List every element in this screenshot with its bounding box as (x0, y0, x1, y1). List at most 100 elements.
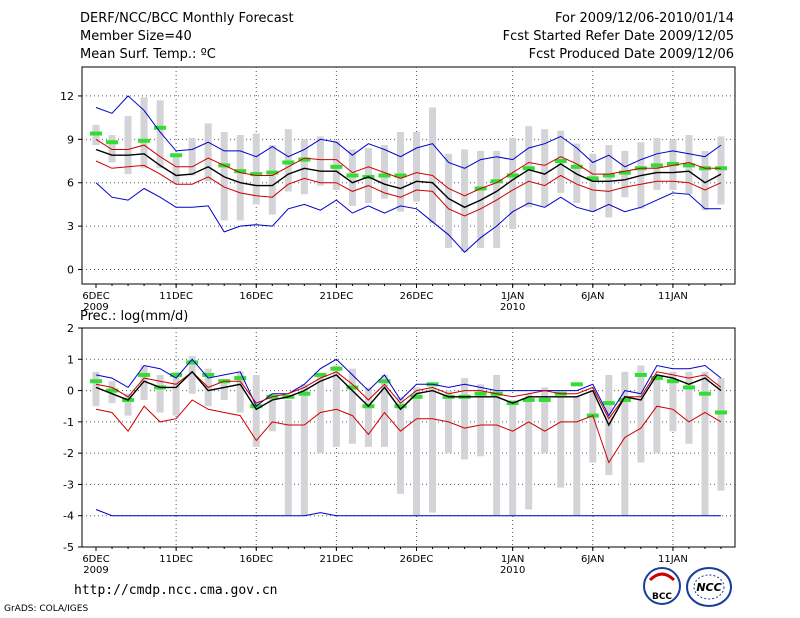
observed-marker (618, 397, 631, 402)
observed-marker (234, 376, 247, 381)
series-line-mean (95, 370, 722, 427)
series-line-min (95, 509, 721, 517)
ensemble-bar (589, 153, 597, 212)
precip-panel-title: Prec.: log(mm/d) (80, 309, 189, 324)
ensemble-bar (252, 374, 260, 447)
ensemble-bar (284, 399, 292, 516)
ensemble-bar (300, 384, 308, 516)
observed-marker (314, 372, 327, 377)
ensemble-bar (188, 356, 196, 394)
ensemble-bar (541, 129, 549, 206)
x-tick-label: 11JAN (658, 554, 688, 565)
ensemble-bar (637, 365, 645, 463)
observed-marker (378, 379, 391, 384)
observed-marker (682, 385, 695, 390)
ensemble-bar (188, 137, 196, 176)
variable-label: Mean Surf. Temp.: ºC (80, 47, 216, 62)
ensemble-bar (589, 390, 597, 463)
y-tick-label: 1 (67, 353, 74, 366)
x-tick-label: 21DEC (320, 554, 354, 565)
series-line-max (95, 358, 722, 417)
ensemble-bar (156, 100, 164, 169)
x-tick-label: 26DEC (400, 554, 434, 565)
ensemble-bar (396, 396, 404, 494)
ensemble-bar (509, 137, 517, 230)
observed-marker (394, 404, 407, 409)
ensemble-bar (140, 97, 148, 169)
ensemble-bar (477, 384, 485, 457)
observed-marker (506, 173, 519, 178)
ensemble-bar (348, 149, 356, 206)
observed-marker (106, 388, 119, 393)
observed-marker (602, 173, 615, 178)
x-tick-label: 11DEC (159, 291, 193, 302)
plot-frame (81, 327, 736, 548)
y-tick-label: -4 (63, 510, 74, 523)
observed-marker (394, 173, 407, 178)
y-tick-label: -3 (63, 478, 74, 491)
observed-marker (250, 172, 263, 177)
temperature-panel: 0 3 6 9 12 6DEC 11DEC 16DEC 21DEC 26DEC 1JAN 6JAN 11… (60, 66, 736, 313)
x-tick-label: 6JAN (581, 554, 604, 565)
observed-marker (554, 159, 567, 164)
ensemble-bar (525, 393, 533, 510)
x-tick-label: 6DEC (82, 291, 109, 302)
observed-marker (522, 397, 535, 402)
ensemble-bar (124, 393, 132, 416)
ensemble-bar (236, 371, 244, 413)
series-line-upper (95, 371, 722, 420)
observed-marker (682, 163, 695, 168)
x-tick-label: 11JAN (658, 291, 688, 302)
y-tick-label: 2 (67, 322, 74, 335)
ensemble-bar (413, 132, 421, 202)
observed-marker (154, 125, 167, 130)
ensemble-bar (621, 371, 629, 516)
forecast-started-date: Fcst Started Refer Date 2009/12/05 (502, 29, 734, 44)
ensemble-bar (92, 371, 100, 407)
observed-marker (586, 176, 599, 181)
ncc-logo-text: NCC (696, 581, 721, 594)
series-line-max (95, 95, 722, 169)
series-line-lower (95, 160, 722, 217)
ensemble-bar (396, 132, 404, 212)
y-tick-label: 3 (67, 220, 74, 233)
ensemble-bar (413, 387, 421, 516)
y-tick-label: 6 (67, 177, 74, 190)
ensemble-bar (172, 371, 180, 416)
bcc-logo-text: BCC (652, 592, 672, 602)
observed-marker (282, 160, 295, 165)
ensemble-bar (557, 396, 565, 488)
x-tick-label: 21DEC (320, 291, 354, 302)
ensemble-bar (332, 365, 340, 447)
ensemble-bar (493, 150, 501, 248)
y-tick-label: 9 (67, 133, 74, 146)
observed-marker (186, 360, 199, 365)
series-line-lower (95, 399, 722, 464)
series-line-min (95, 182, 721, 253)
chart-title: DERF/NCC/BCC Monthly Forecast (80, 11, 294, 26)
ensemble-bar (300, 139, 308, 195)
observed-marker (330, 164, 343, 169)
observed-marker (90, 131, 102, 136)
ensemble-bar (124, 116, 132, 175)
x-year-label: 2009 (83, 302, 108, 313)
observed-marker (570, 164, 583, 169)
series-line-upper (95, 138, 721, 197)
ensemble-bar (493, 374, 501, 516)
grads-credit: GrADS: COLA/IGES (4, 604, 89, 614)
ensemble-bar (461, 378, 469, 460)
observed-marker (666, 379, 679, 384)
x-year-label: 2009 (83, 565, 108, 576)
ensemble-bar (348, 368, 356, 444)
ensemble-bar (573, 396, 581, 516)
x-tick-label: 16DEC (239, 554, 273, 565)
ensemble-bar (701, 371, 709, 516)
x-tick-label: 6JAN (581, 291, 604, 302)
forecast-produced-date: Fcst Produced Date 2009/12/06 (528, 47, 734, 62)
series-line-mean (95, 148, 722, 209)
observed-marker (698, 391, 711, 396)
ensemble-bar (429, 107, 437, 224)
observed-marker (106, 140, 119, 145)
y-tick-label: -1 (63, 416, 74, 429)
